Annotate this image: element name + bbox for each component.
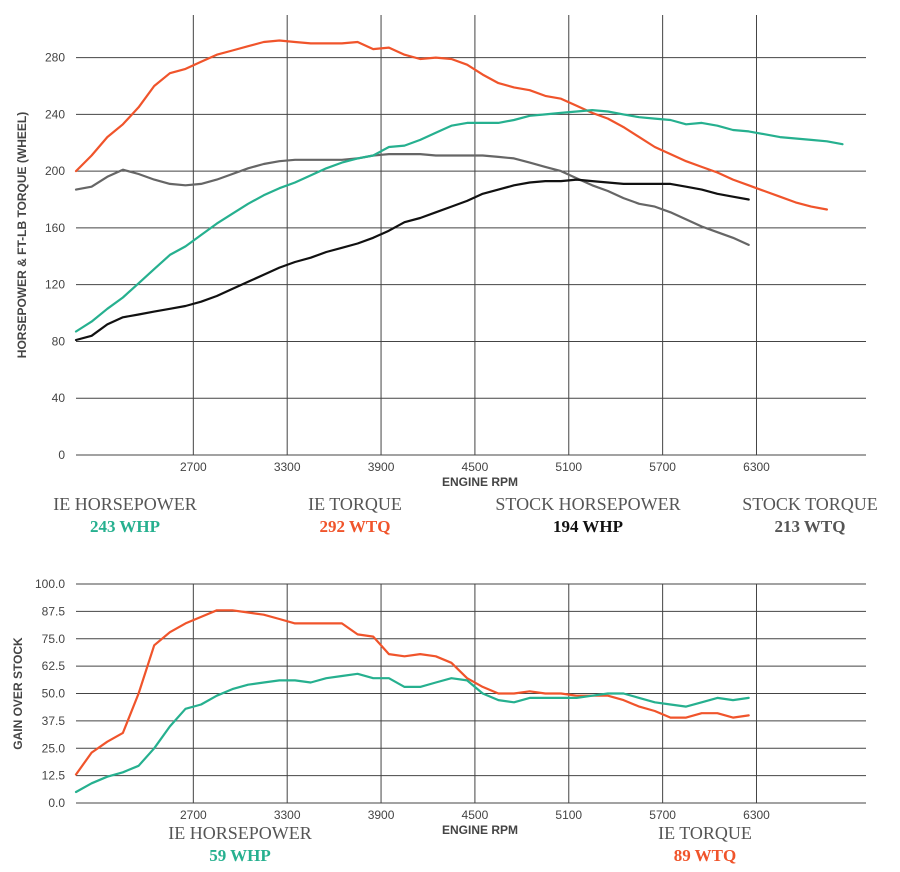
top-stock-torque-line xyxy=(74,153,750,246)
legend-bottom-ie-tq: IE TORQUE 89 WTQ xyxy=(610,823,800,866)
bottom-x-tick-label: 5100 xyxy=(555,808,582,822)
bottom-x-tick-label: 5700 xyxy=(649,808,676,822)
top-y-tick-label: 280 xyxy=(45,51,65,65)
bottom-y-tick-label: 100.0 xyxy=(35,577,65,591)
legend-top-stock-hp-name: STOCK HORSEPOWER xyxy=(495,494,681,514)
bottom-y-tick-label: 37.5 xyxy=(42,714,66,728)
legend-top-stock-hp-value: 194 WHP xyxy=(552,517,624,536)
legend-top-stock-tq-value: 213 WTQ xyxy=(774,517,846,536)
bottom-x-tick-label: 6300 xyxy=(743,808,770,822)
legend-top-ie-hp-name: IE HORSEPOWER xyxy=(53,494,197,514)
top-y-axis-title: HORSEPOWER & FT-LB TORQUE (WHEEL) xyxy=(15,112,29,358)
top-y-tick-label: 160 xyxy=(45,221,65,235)
bottom-ie-horsepower-line xyxy=(74,672,750,794)
top-y-tick-label: 40 xyxy=(52,391,66,405)
legend-top-ie-tq-name: IE TORQUE xyxy=(308,494,402,514)
legend-top-ie-tq: IE TORQUE 292 WTQ xyxy=(260,494,450,537)
bottom-y-tick-label: 87.5 xyxy=(42,604,66,618)
top-x-tick-label: 3300 xyxy=(274,460,301,474)
legend-bottom-ie-hp-name: IE HORSEPOWER xyxy=(168,823,312,843)
top-y-tick-label: 120 xyxy=(45,278,65,292)
legend-top-stock-tq-name: STOCK TORQUE xyxy=(742,494,878,514)
top-ie-horsepower-line xyxy=(74,109,844,333)
top-x-tick-label: 5700 xyxy=(649,460,676,474)
legend-top-ie-tq-value: 292 WTQ xyxy=(319,517,391,536)
top-y-tick-label: 80 xyxy=(52,334,66,348)
bottom-y-tick-label: 75.0 xyxy=(42,632,66,646)
bottom-y-tick-label: 25.0 xyxy=(42,741,66,755)
top-y-tick-label: 0 xyxy=(58,448,65,462)
legend-top-ie-hp-value: 243 WHP xyxy=(89,517,161,536)
top-x-tick-label: 2700 xyxy=(180,460,207,474)
legend-bottom-ie-hp: IE HORSEPOWER 59 WHP xyxy=(135,823,345,866)
bottom-y-axis-title: GAIN OVER STOCK xyxy=(11,637,25,750)
bottom-x-tick-label: 2700 xyxy=(180,808,207,822)
legend-top-ie-hp: IE HORSEPOWER 243 WHP xyxy=(30,494,220,537)
legend-top-stock-hp: STOCK HORSEPOWER 194 WHP xyxy=(478,494,698,537)
bottom-x-tick-label: 3300 xyxy=(274,808,301,822)
bottom-y-tick-label: 0.0 xyxy=(48,796,65,810)
top-x-tick-label: 3900 xyxy=(368,460,395,474)
legend-bottom-ie-tq-value: 89 WTQ xyxy=(673,846,737,865)
top-stock-horsepower-line xyxy=(74,178,750,342)
bottom-y-tick-label: 62.5 xyxy=(42,659,66,673)
legend-bottom-ie-tq-name: IE TORQUE xyxy=(658,823,752,843)
legend-bottom-ie-hp-value: 59 WHP xyxy=(209,846,271,865)
top-y-tick-label: 240 xyxy=(45,107,65,121)
bottom-x-axis-title: ENGINE RPM xyxy=(442,823,518,837)
top-x-tick-label: 5100 xyxy=(555,460,582,474)
bottom-y-tick-label: 12.5 xyxy=(42,769,66,783)
bottom-y-tick-label: 50.0 xyxy=(42,687,66,701)
top-ie-torque-line xyxy=(74,39,828,211)
top-x-tick-label: 4500 xyxy=(462,460,489,474)
top-x-tick-label: 6300 xyxy=(743,460,770,474)
bottom-x-tick-label: 3900 xyxy=(368,808,395,822)
legend-top-stock-tq: STOCK TORQUE 213 WTQ xyxy=(720,494,900,537)
bottom-x-tick-label: 4500 xyxy=(462,808,489,822)
bottom-ie-torque-line xyxy=(74,609,750,776)
top-x-axis-title: ENGINE RPM xyxy=(442,475,518,489)
top-y-tick-label: 200 xyxy=(45,164,65,178)
